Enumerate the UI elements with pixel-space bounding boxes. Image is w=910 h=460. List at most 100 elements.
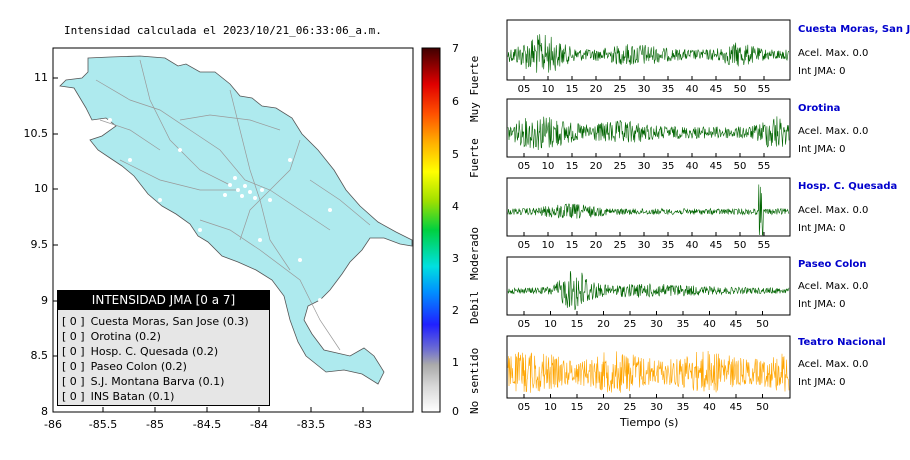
time-tick-label: 15 bbox=[566, 84, 579, 95]
legend-header: INTENSIDAD JMA [0 a 7] bbox=[58, 291, 269, 310]
time-tick-label: 05 bbox=[518, 84, 531, 95]
time-tick-label: 50 bbox=[734, 84, 747, 95]
legend-item: [ 0 ] Hosp. C. Quesada (0.2) bbox=[58, 344, 269, 359]
time-tick-label: 15 bbox=[566, 240, 579, 251]
time-tick-label: 30 bbox=[650, 319, 663, 330]
colorbar-label: Muy Fuerte bbox=[468, 55, 481, 122]
intensity-legend: INTENSIDAD JMA [0 a 7] [ 0 ] Cuesta Moras… bbox=[57, 290, 270, 406]
time-tick-label: 45 bbox=[730, 402, 743, 413]
lon-tick-label: -85 bbox=[146, 418, 164, 431]
time-tick-label: 10 bbox=[542, 84, 555, 95]
trace-5: 05 10 15 20 25 30 35 40 45 50 bbox=[506, 335, 791, 413]
lon-tick-label: -83.5 bbox=[296, 418, 326, 431]
waveform bbox=[507, 271, 790, 311]
lon-tick-label: -84.5 bbox=[192, 418, 222, 431]
time-tick-label: 50 bbox=[756, 319, 769, 330]
legend-item: [ 0 ] Paseo Colon (0.2) bbox=[58, 359, 269, 374]
time-tick-label: 35 bbox=[677, 402, 690, 413]
time-tick-label: 45 bbox=[730, 319, 743, 330]
station-name: Hosp. C. Quesada bbox=[798, 181, 898, 192]
colorbar-tick-label: 4 bbox=[452, 200, 459, 213]
colorbar-label: Fuerte bbox=[468, 138, 481, 178]
time-tick-label: 30 bbox=[638, 84, 651, 95]
time-tick-label: 15 bbox=[566, 161, 579, 172]
waveform bbox=[507, 350, 790, 393]
time-tick-label: 25 bbox=[614, 240, 627, 251]
time-tick-label: 05 bbox=[518, 240, 531, 251]
trace-3: 05 10 15 20 25 30 35 40 45 50 55 bbox=[506, 177, 791, 251]
time-tick-label: 55 bbox=[758, 240, 771, 251]
colorbar-label: Moderado bbox=[468, 227, 481, 280]
time-tick-label: 35 bbox=[662, 240, 675, 251]
time-tick-label: 40 bbox=[686, 84, 699, 95]
colorbar-tick-label: 0 bbox=[452, 405, 459, 418]
time-tick-label: 40 bbox=[703, 402, 716, 413]
legend-level: [ 0 ] bbox=[62, 330, 85, 343]
time-tick-label: 55 bbox=[758, 161, 771, 172]
time-axis-label: Tiempo (s) bbox=[620, 416, 679, 429]
costa-rica-landmass bbox=[59, 55, 413, 385]
intensity-colorbar bbox=[421, 47, 441, 413]
legend-level: [ 0 ] bbox=[62, 345, 85, 358]
time-tick-label: 20 bbox=[597, 402, 610, 413]
legend-text: Hosp. C. Quesada (0.2) bbox=[90, 345, 219, 358]
station-acel: Acel. Max. 0.0 bbox=[798, 205, 869, 216]
trace-4: 05 10 15 20 25 30 35 40 45 50 bbox=[506, 256, 791, 330]
time-tick-label: 05 bbox=[518, 402, 531, 413]
time-tick-label: 25 bbox=[614, 84, 627, 95]
legend-text: Cuesta Moras, San Jose (0.3) bbox=[90, 315, 249, 328]
colorbar-tick-label: 7 bbox=[452, 42, 459, 55]
lon-tick-label: -85.5 bbox=[88, 418, 118, 431]
legend-text: INS Batan (0.1) bbox=[90, 390, 175, 403]
waveform bbox=[507, 184, 790, 236]
seismogram-panel: 05 10 15 20 25 30 35 40 45 50 55 05 10 15 20 25 30 35 40 45… bbox=[506, 19, 791, 413]
time-tick-label: 50 bbox=[734, 240, 747, 251]
station-name: Teatro Nacional bbox=[798, 337, 886, 348]
map-title: Intensidad calculada el 2023/10/21_06:33… bbox=[64, 24, 382, 37]
station-int: Int JMA: 0 bbox=[798, 377, 846, 388]
time-tick-label: 50 bbox=[756, 402, 769, 413]
station-acel: Acel. Max. 0.0 bbox=[798, 281, 869, 292]
legend-text: Paseo Colon (0.2) bbox=[90, 360, 187, 373]
colorbar-tick-label: 5 bbox=[452, 148, 459, 161]
station-int: Int JMA: 0 bbox=[798, 66, 846, 77]
trace-1: 05 10 15 20 25 30 35 40 45 50 55 bbox=[506, 19, 791, 95]
legend-level: [ 0 ] bbox=[62, 375, 85, 388]
time-tick-label: 05 bbox=[518, 319, 531, 330]
time-tick-label: 40 bbox=[686, 240, 699, 251]
colorbar-tick-label: 1 bbox=[452, 356, 459, 369]
time-tick-label: 15 bbox=[571, 402, 584, 413]
lat-tick-label: 9.5 bbox=[30, 238, 49, 251]
time-tick-label: 40 bbox=[686, 161, 699, 172]
station-acel: Acel. Max. 0.0 bbox=[798, 48, 869, 59]
station-acel: Acel. Max. 0.0 bbox=[798, 126, 869, 137]
lat-tick-label: 10.5 bbox=[23, 127, 49, 140]
station-int: Int JMA: 0 bbox=[798, 144, 846, 155]
time-tick-label: 20 bbox=[590, 161, 603, 172]
time-tick-label: 50 bbox=[734, 161, 747, 172]
time-tick-label: 10 bbox=[544, 402, 557, 413]
time-tick-label: 10 bbox=[542, 240, 555, 251]
station-name: Orotina bbox=[798, 103, 841, 114]
legend-level: [ 0 ] bbox=[62, 315, 85, 328]
legend-item: [ 0 ] INS Batan (0.1) bbox=[58, 389, 269, 404]
colorbar-label: No sentido bbox=[468, 347, 481, 414]
station-dots bbox=[108, 118, 352, 332]
lat-tick-label: 8 bbox=[41, 405, 48, 418]
legend-level: [ 0 ] bbox=[62, 390, 85, 403]
waveform bbox=[507, 34, 790, 73]
time-tick-label: 15 bbox=[571, 319, 584, 330]
colorbar-label: Debil bbox=[468, 290, 481, 324]
lat-tick-label: 8.5 bbox=[30, 349, 49, 362]
trace-frame bbox=[506, 177, 791, 237]
time-tick-label: 55 bbox=[758, 84, 771, 95]
time-tick-label: 45 bbox=[710, 240, 723, 251]
legend-level: [ 0 ] bbox=[62, 360, 85, 373]
trace-frame bbox=[506, 256, 791, 316]
time-tick-label: 35 bbox=[662, 161, 675, 172]
colorbar-labels: Muy Fuerte Fuerte Moderado Debil No sent… bbox=[468, 40, 481, 414]
colorbar-tick-label: 2 bbox=[452, 304, 459, 317]
lon-tick-label: -84 bbox=[250, 418, 268, 431]
legend-text: S.J. Montana Barva (0.1) bbox=[90, 375, 225, 388]
time-tick-label: 45 bbox=[710, 84, 723, 95]
